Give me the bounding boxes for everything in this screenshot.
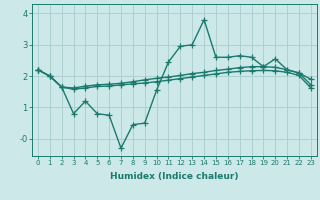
X-axis label: Humidex (Indice chaleur): Humidex (Indice chaleur) <box>110 172 239 181</box>
